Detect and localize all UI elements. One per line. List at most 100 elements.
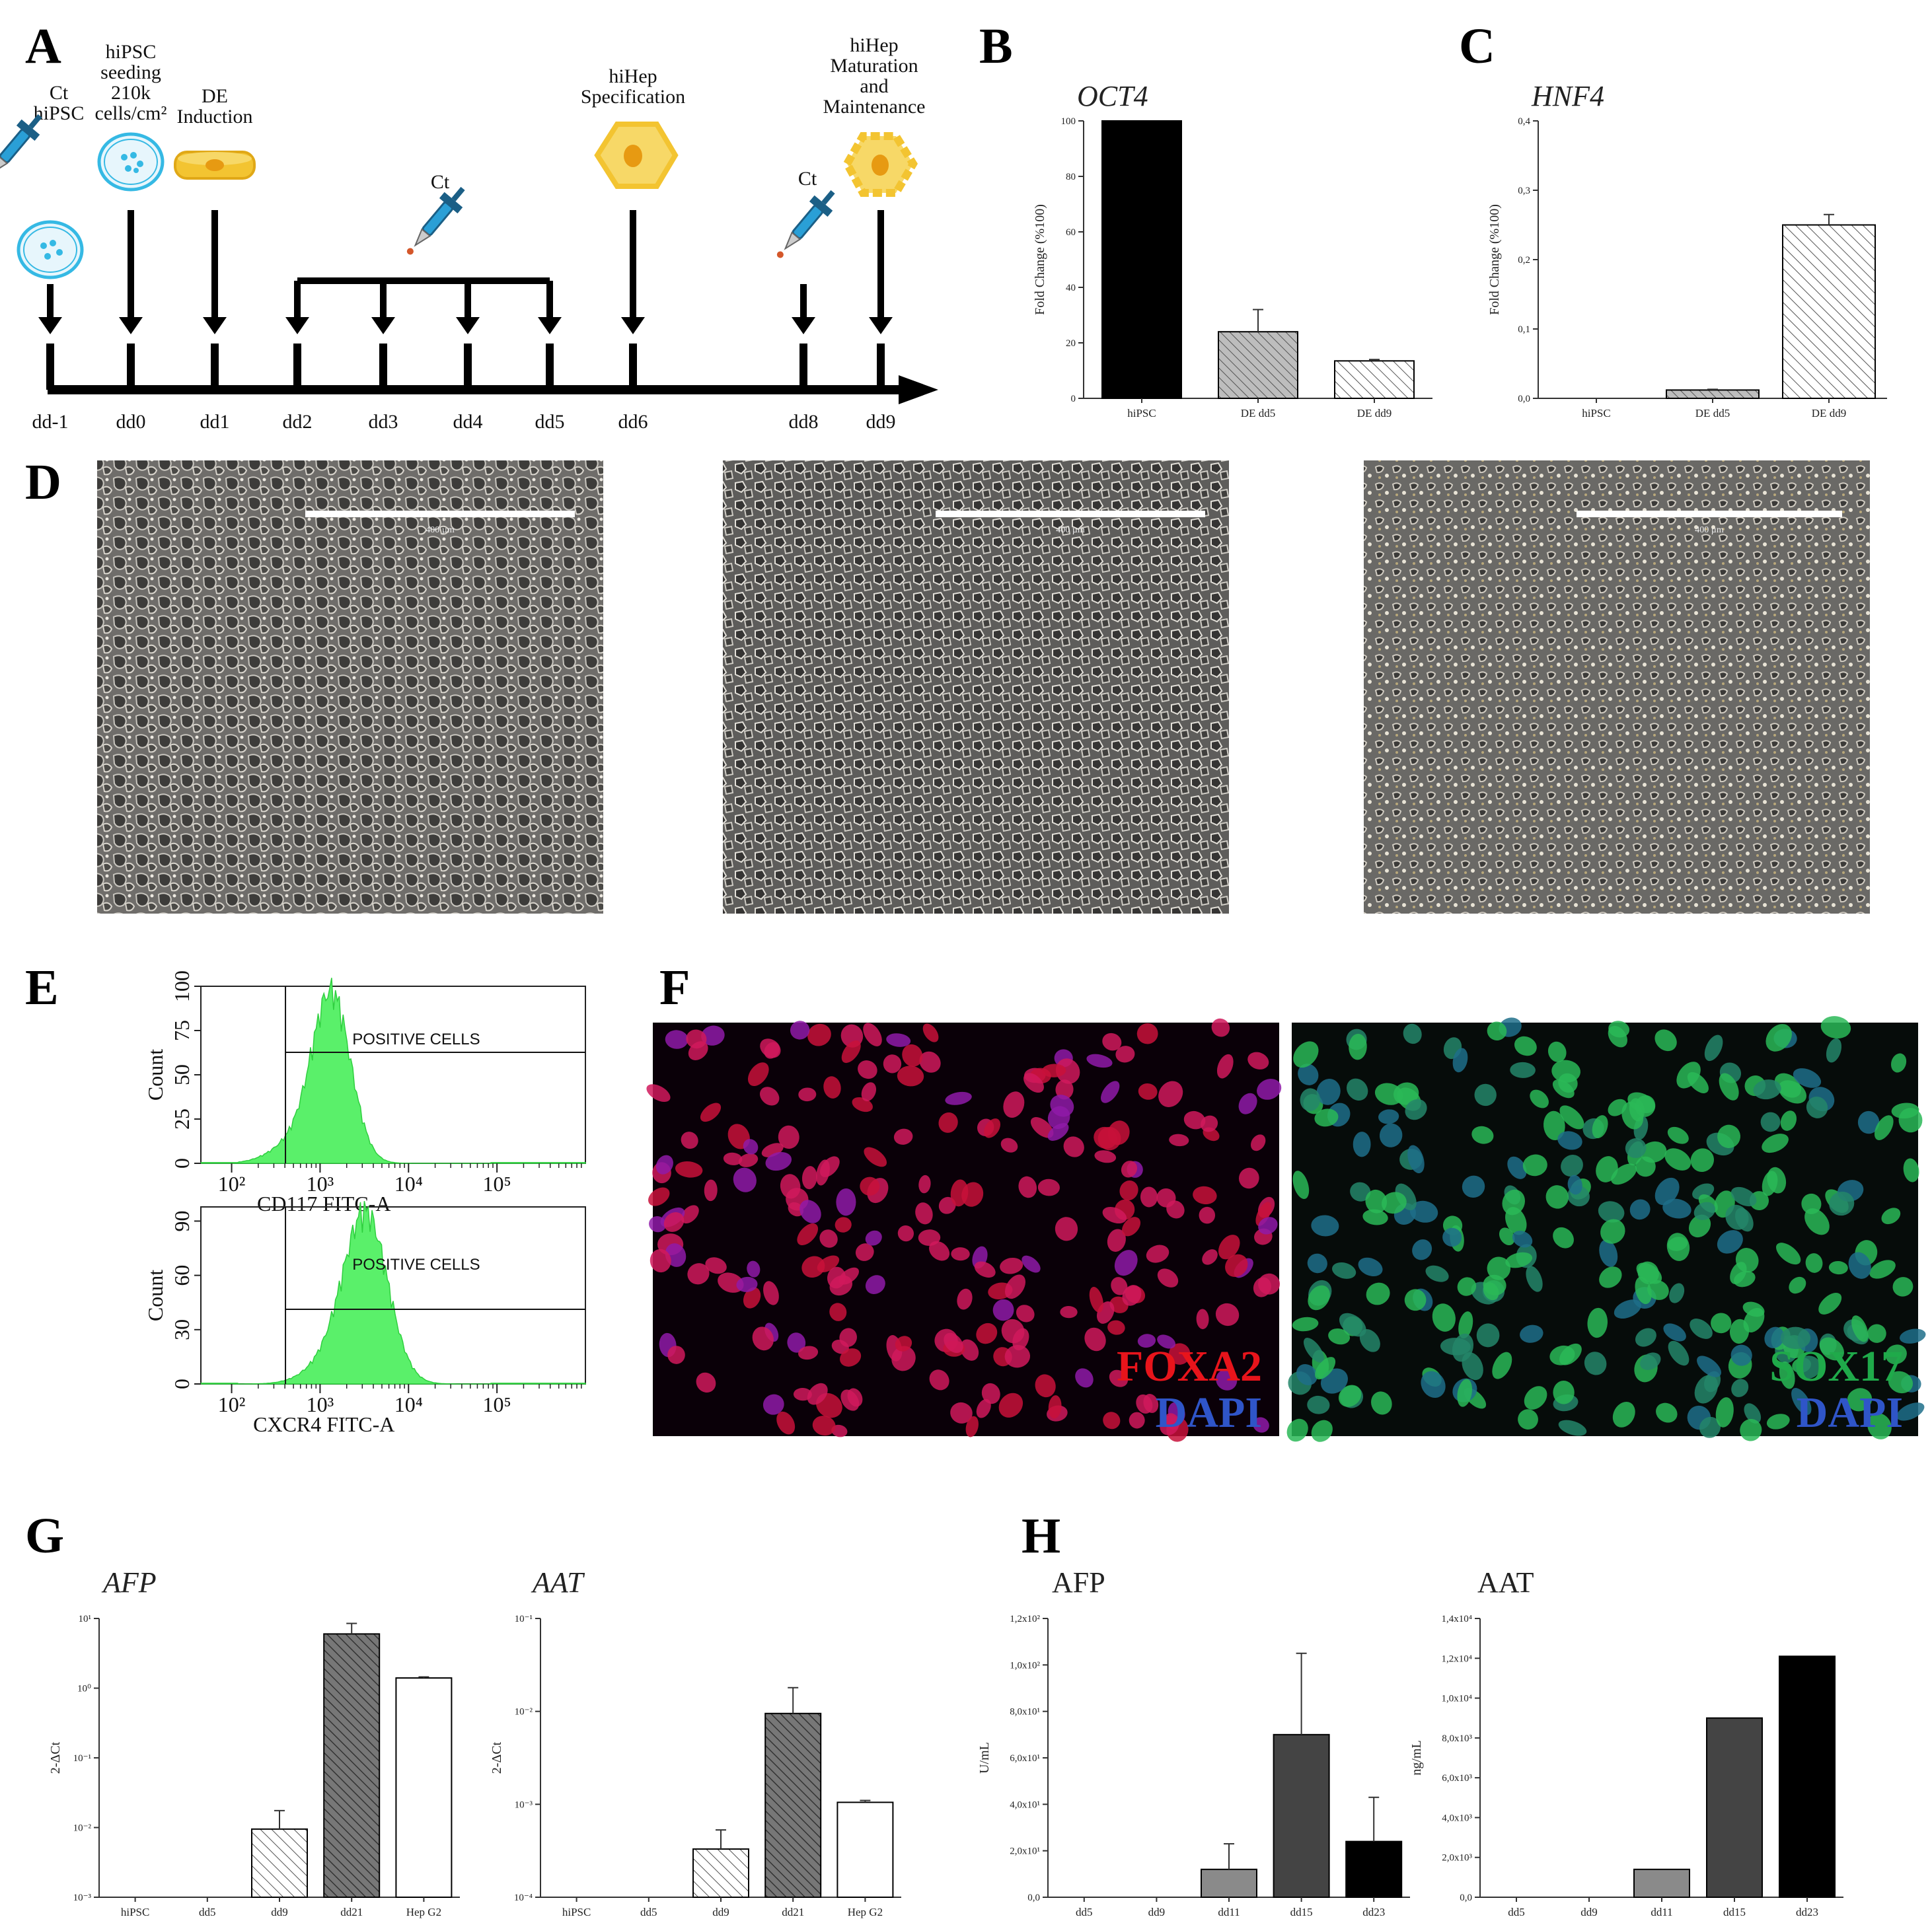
category-label: dd21 [340, 1906, 363, 1918]
nucleus [1627, 1092, 1655, 1114]
nucleus [1307, 1253, 1327, 1274]
nucleus [1898, 1108, 1923, 1133]
scale-bar-label: 400 µm [1056, 525, 1085, 535]
x-tick-label: 10² [218, 1393, 246, 1416]
nucleus [1300, 1088, 1321, 1112]
gate-label: POSITIVE CELLS [352, 1031, 480, 1048]
nucleus [704, 1179, 718, 1202]
nucleus [1238, 1093, 1257, 1114]
bar [1782, 224, 1876, 399]
y-tick-label: 0,2 [1518, 255, 1530, 266]
bar [764, 1712, 822, 1899]
nucleus [1030, 1117, 1054, 1138]
category-label: DE dd5 [1695, 407, 1730, 419]
nucleus [1549, 1345, 1575, 1365]
y-tick-label: 10⁻³ [515, 1799, 533, 1810]
nucleus [1307, 1395, 1330, 1414]
nucleus [1600, 1219, 1625, 1244]
nucleus [984, 1118, 1001, 1138]
timeline-day-label: dd9 [866, 411, 896, 433]
nucleus [1102, 1207, 1127, 1224]
nucleus [1462, 1175, 1485, 1198]
nucleus [1474, 1083, 1497, 1107]
step-label: 210k [111, 82, 151, 104]
nucleus [752, 1326, 774, 1351]
timeline-day-label: dd4 [453, 411, 483, 433]
nucleus [1199, 1206, 1216, 1224]
nucleus [829, 1275, 853, 1296]
nucleus [1308, 1285, 1330, 1311]
nucleus [1296, 1363, 1318, 1385]
nucleus [863, 1023, 882, 1046]
micrograph-2: 400 µm [723, 460, 1229, 914]
timeline-arrowhead [119, 317, 143, 334]
step-label: Specification [581, 86, 685, 108]
nucleus [1526, 1266, 1543, 1292]
nucleus [1553, 1227, 1574, 1249]
nucleus [1238, 1167, 1259, 1189]
nucleus [1094, 1150, 1117, 1163]
nucleus [922, 1023, 939, 1042]
nucleus [861, 1082, 877, 1102]
nucleus [1530, 1089, 1549, 1108]
nucleus [1457, 1277, 1477, 1296]
nucleus [1257, 1079, 1282, 1100]
category-label: dd5 [1508, 1906, 1525, 1918]
nucleus [1211, 1018, 1230, 1037]
timeline-arrowhead [899, 375, 938, 404]
nucleus [1303, 1338, 1324, 1363]
nucleus [655, 1155, 673, 1175]
nucleus [665, 1030, 688, 1049]
nucleus [1055, 1058, 1080, 1084]
nucleus [1730, 1262, 1747, 1284]
nucleus [1471, 1126, 1494, 1144]
nucleus [974, 1261, 996, 1278]
nucleus [1089, 1286, 1103, 1313]
nucleus [1704, 1034, 1723, 1062]
nucleus [1780, 1110, 1797, 1131]
nucleus [1425, 1265, 1449, 1282]
y-tick-label: 2,0x10³ [1442, 1853, 1472, 1864]
bar [1779, 1655, 1836, 1899]
nucleus [1349, 1033, 1367, 1060]
nucleus [1138, 1083, 1158, 1100]
step-texts: CthiPSChiPSCseeding210kcells/cm²DEInduct… [34, 34, 926, 193]
nucleus [1592, 1115, 1608, 1139]
y-tick-label: 10⁻¹ [73, 1753, 91, 1764]
y-tick-label: 10⁻² [515, 1707, 533, 1718]
y-tick-label: 0,0 [1460, 1893, 1472, 1903]
nucleus [1250, 1134, 1266, 1151]
y-tick-label: 6,0x10³ [1442, 1773, 1472, 1784]
nucleus [855, 1243, 874, 1261]
nucleus [743, 1139, 759, 1155]
bar [1334, 360, 1415, 399]
nucleus [1851, 1315, 1869, 1342]
nucleus [1753, 1079, 1781, 1100]
nucleus [897, 1066, 924, 1087]
nucleus [799, 1200, 821, 1223]
y-tick-label: 0 [1071, 394, 1076, 404]
nucleus [1215, 1303, 1240, 1326]
step-label: seeding [100, 61, 161, 83]
timeline-day-label: dd5 [535, 411, 565, 433]
category-label: dd9 [712, 1906, 729, 1918]
nucleus [1640, 1352, 1661, 1370]
petri-dish-seeded-icon [97, 132, 165, 192]
nucleus [1202, 1249, 1218, 1265]
nucleus [1157, 1268, 1179, 1288]
panel-label-e: E [25, 960, 59, 1015]
nucleus [778, 1125, 799, 1149]
nucleus [1107, 1120, 1130, 1145]
y-tick-label: 0,0 [1027, 1893, 1040, 1903]
nucleus [895, 1336, 912, 1352]
nucleus [1255, 1202, 1272, 1226]
nucleus [1115, 1046, 1135, 1063]
nucleus [1365, 1189, 1388, 1214]
nucleus [1075, 1368, 1094, 1388]
nucleus [733, 1167, 757, 1192]
nucleus [1743, 1307, 1765, 1333]
y-axis-label: 2-ΔCt [48, 1741, 63, 1774]
nucleus [1764, 1326, 1785, 1348]
nucleus [1762, 1171, 1778, 1196]
nucleus [648, 1187, 670, 1206]
